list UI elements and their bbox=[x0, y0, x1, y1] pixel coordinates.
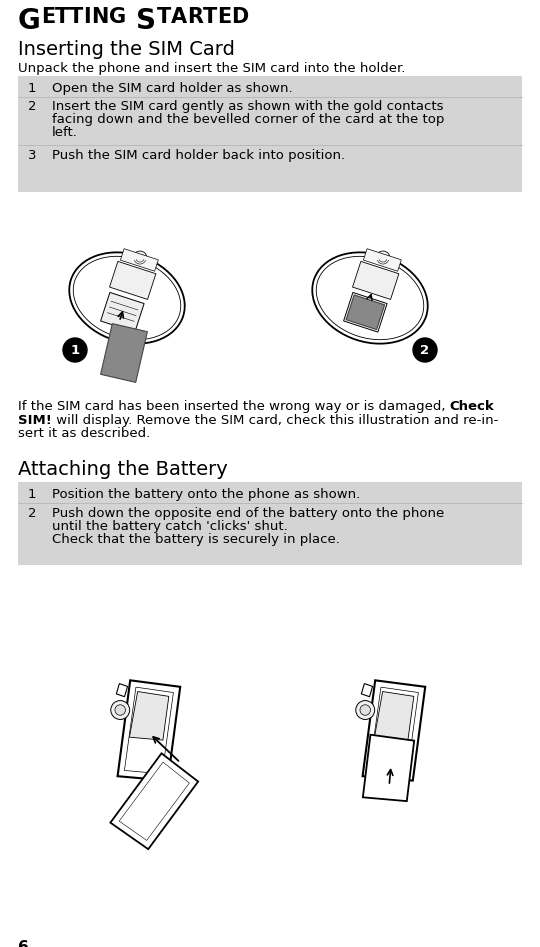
Circle shape bbox=[111, 701, 130, 720]
Polygon shape bbox=[363, 249, 401, 271]
Circle shape bbox=[376, 251, 390, 265]
Polygon shape bbox=[118, 680, 180, 780]
Polygon shape bbox=[100, 293, 144, 332]
Text: T: T bbox=[69, 7, 84, 27]
Circle shape bbox=[360, 705, 370, 715]
Ellipse shape bbox=[69, 252, 185, 344]
Ellipse shape bbox=[316, 257, 424, 340]
Text: A: A bbox=[171, 7, 187, 27]
Text: facing down and the bevelled corner of the card at the top: facing down and the bevelled corner of t… bbox=[52, 113, 444, 126]
Text: G: G bbox=[18, 7, 40, 35]
Text: will display. Remove the SIM card, check this illustration and re-in-: will display. Remove the SIM card, check… bbox=[52, 414, 498, 426]
Text: Open the SIM card holder as shown.: Open the SIM card holder as shown. bbox=[52, 82, 293, 95]
Polygon shape bbox=[346, 295, 384, 330]
Text: T: T bbox=[203, 7, 217, 27]
Polygon shape bbox=[369, 688, 418, 774]
Text: 2: 2 bbox=[28, 100, 37, 113]
Polygon shape bbox=[100, 324, 147, 383]
Polygon shape bbox=[116, 684, 127, 697]
Text: 3: 3 bbox=[28, 149, 37, 162]
Circle shape bbox=[115, 705, 125, 715]
Text: E: E bbox=[217, 7, 231, 27]
Text: If the SIM card has been inserted the wrong way or is damaged,: If the SIM card has been inserted the wr… bbox=[18, 400, 450, 413]
Polygon shape bbox=[110, 753, 198, 849]
Text: until the battery catch 'clicks' shut.: until the battery catch 'clicks' shut. bbox=[52, 520, 288, 533]
Polygon shape bbox=[353, 261, 399, 299]
Polygon shape bbox=[394, 775, 409, 782]
Text: Check that the battery is securely in place.: Check that the battery is securely in pl… bbox=[52, 533, 340, 546]
Circle shape bbox=[413, 338, 437, 362]
Text: Push down the opposite end of the battery onto the phone: Push down the opposite end of the batter… bbox=[52, 507, 444, 520]
FancyBboxPatch shape bbox=[18, 482, 522, 565]
Text: 2: 2 bbox=[28, 507, 37, 520]
Text: 2: 2 bbox=[421, 344, 429, 356]
Text: 1: 1 bbox=[28, 82, 37, 95]
Ellipse shape bbox=[312, 252, 428, 344]
Text: 1: 1 bbox=[28, 488, 37, 501]
Text: left.: left. bbox=[52, 126, 78, 139]
Text: Insert the SIM card gently as shown with the gold contacts: Insert the SIM card gently as shown with… bbox=[52, 100, 443, 113]
Polygon shape bbox=[130, 691, 169, 741]
Text: 6: 6 bbox=[18, 940, 29, 947]
Text: D: D bbox=[231, 7, 248, 27]
Ellipse shape bbox=[73, 257, 181, 340]
Circle shape bbox=[356, 701, 375, 720]
Polygon shape bbox=[363, 735, 414, 801]
Polygon shape bbox=[361, 684, 373, 697]
Text: Position the battery onto the phone as shown.: Position the battery onto the phone as s… bbox=[52, 488, 360, 501]
Text: Attaching the Battery: Attaching the Battery bbox=[18, 460, 228, 479]
FancyBboxPatch shape bbox=[18, 76, 522, 192]
Text: I: I bbox=[84, 7, 91, 27]
Text: T: T bbox=[55, 7, 69, 27]
Text: Push the SIM card holder back into position.: Push the SIM card holder back into posit… bbox=[52, 149, 345, 162]
Polygon shape bbox=[124, 688, 173, 774]
Text: T: T bbox=[157, 7, 171, 27]
Text: Check: Check bbox=[450, 400, 495, 413]
Text: Inserting the SIM Card: Inserting the SIM Card bbox=[18, 40, 235, 59]
Polygon shape bbox=[119, 762, 190, 840]
Circle shape bbox=[63, 338, 87, 362]
Polygon shape bbox=[374, 691, 414, 741]
Polygon shape bbox=[110, 261, 156, 299]
Polygon shape bbox=[343, 293, 387, 332]
Text: S: S bbox=[137, 7, 157, 35]
Text: R: R bbox=[187, 7, 203, 27]
Circle shape bbox=[133, 251, 147, 265]
Text: Unpack the phone and insert the SIM card into the holder.: Unpack the phone and insert the SIM card… bbox=[18, 62, 406, 75]
Polygon shape bbox=[362, 680, 425, 780]
Text: N: N bbox=[91, 7, 109, 27]
Text: 1: 1 bbox=[70, 344, 79, 356]
Text: SIM!: SIM! bbox=[18, 414, 52, 426]
Polygon shape bbox=[120, 249, 158, 271]
Polygon shape bbox=[150, 775, 164, 782]
Text: E: E bbox=[40, 7, 55, 27]
Text: sert it as described.: sert it as described. bbox=[18, 427, 150, 440]
Text: G: G bbox=[109, 7, 126, 27]
